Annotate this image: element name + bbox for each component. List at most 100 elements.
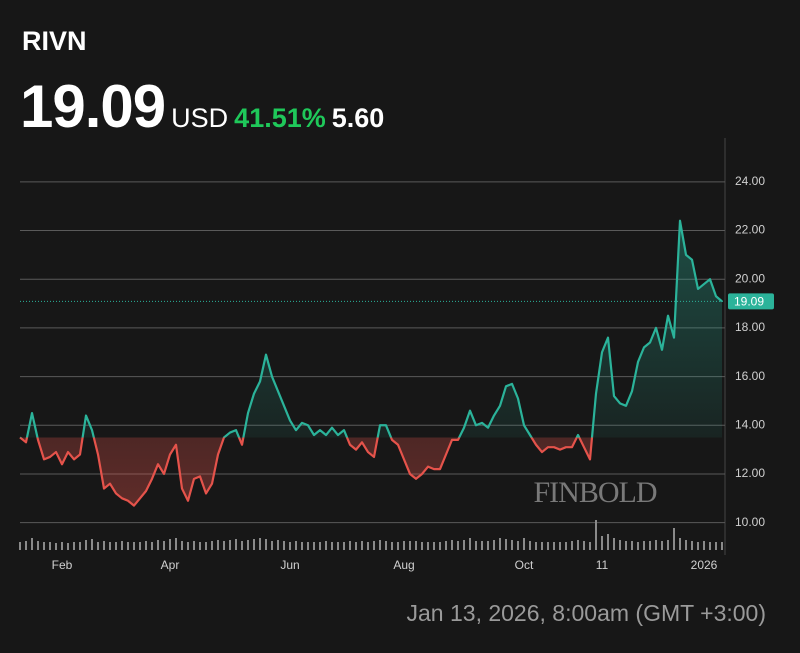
volume-bar <box>631 541 633 550</box>
volume-bar <box>247 540 249 550</box>
volume-bar <box>433 542 435 550</box>
y-tick-label: 24.00 <box>735 174 765 188</box>
y-tick-label: 22.00 <box>735 223 765 237</box>
volume-bar <box>391 542 393 550</box>
volume-bar <box>697 542 699 550</box>
quote: 19.09 USD 41.51% 5.60 <box>20 72 384 141</box>
volume-bar <box>163 541 165 550</box>
volume-bar <box>265 539 267 550</box>
volume-bar <box>283 541 285 550</box>
x-tick-label: Feb <box>52 558 73 572</box>
price-line-up <box>19 219 723 438</box>
volume-bar <box>97 542 99 550</box>
volume-bar <box>415 541 417 550</box>
volume-bar <box>721 542 723 550</box>
volume-bar <box>583 541 585 550</box>
volume-bar <box>115 542 117 550</box>
volume-bar <box>151 542 153 550</box>
volume-bar <box>547 542 549 550</box>
watermark: FINBOLD <box>533 476 656 509</box>
volume-bar <box>331 542 333 550</box>
volume-bar <box>67 543 69 550</box>
volume-bar <box>367 542 369 550</box>
volume-bar <box>685 540 687 550</box>
volume-bar <box>319 542 321 550</box>
volume-bar <box>493 540 495 550</box>
price-line-down <box>19 437 594 507</box>
volume-bar <box>445 541 447 550</box>
volume-bar <box>379 540 381 550</box>
change: 5.60 <box>331 103 385 133</box>
volume-bar <box>625 541 627 550</box>
volume-bar <box>403 541 405 550</box>
volume-bar <box>259 538 261 550</box>
volume-bar <box>91 539 93 550</box>
volume-bar <box>127 542 129 550</box>
currency: USD <box>171 103 229 133</box>
volume-bar <box>463 540 465 550</box>
volume-bar <box>511 540 513 550</box>
volume-bar <box>667 540 669 550</box>
volume-bar <box>439 542 441 550</box>
y-tick-label: 10.00 <box>735 515 765 529</box>
volume-bar <box>145 541 147 550</box>
x-tick-label: Apr <box>161 558 180 572</box>
volume-bar <box>673 528 675 550</box>
change-percent: 41.51% <box>234 103 326 133</box>
volume-bar <box>19 542 21 550</box>
volume-bar <box>529 541 531 550</box>
volume-bar <box>505 539 507 550</box>
volume-bar <box>355 542 357 550</box>
volume-bar <box>523 538 525 550</box>
timestamp: Jan 13, 2026, 8:00am (GMT +3:00) <box>406 600 766 626</box>
volume-bar <box>565 542 567 550</box>
volume-bar <box>601 536 603 550</box>
volume-bar <box>79 542 81 550</box>
volume-bar <box>109 542 111 550</box>
volume-bar <box>157 540 159 550</box>
volume-bar <box>103 541 105 550</box>
volume-bar <box>571 541 573 550</box>
y-tick-label: 18.00 <box>735 320 765 334</box>
volume-bar <box>373 541 375 550</box>
volume-bar <box>49 542 51 550</box>
volume-bar <box>517 541 519 550</box>
volume-bar <box>619 540 621 550</box>
volume-bar <box>193 541 195 550</box>
volume-bar <box>241 541 243 550</box>
volume-bar <box>637 542 639 550</box>
volume-bar <box>235 539 237 550</box>
volume-bar <box>559 542 561 550</box>
volume-bar <box>451 540 453 550</box>
x-tick-label: Aug <box>393 558 414 572</box>
x-tick-label: Oct <box>515 558 534 572</box>
volume-bar <box>541 542 543 550</box>
volume-bar <box>385 541 387 550</box>
volume-bar <box>427 542 429 550</box>
volume-bar <box>181 541 183 550</box>
volume-bar <box>175 538 177 550</box>
volume-bar <box>703 541 705 550</box>
volume-bar <box>589 542 591 550</box>
volume-bar <box>313 542 315 550</box>
volume-bar <box>709 542 711 550</box>
volume-bar <box>289 542 291 550</box>
volume-bar <box>361 541 363 550</box>
volume-bar <box>133 542 135 550</box>
x-tick-label: 2026 <box>691 558 718 572</box>
volume-bar <box>577 540 579 550</box>
volume-bar <box>271 541 273 550</box>
volume-bar <box>55 543 57 550</box>
volume-bar <box>307 542 309 550</box>
volume-bar <box>253 539 255 550</box>
y-tick-label: 14.00 <box>735 417 765 431</box>
volume-bar <box>37 541 39 550</box>
volume-bar <box>679 538 681 550</box>
volume-bar <box>139 542 141 550</box>
volume-bar <box>43 542 45 550</box>
volume-bar <box>211 541 213 550</box>
y-tick-label: 12.00 <box>735 466 765 480</box>
volume-bar <box>649 541 651 550</box>
volume-bar <box>343 542 345 550</box>
